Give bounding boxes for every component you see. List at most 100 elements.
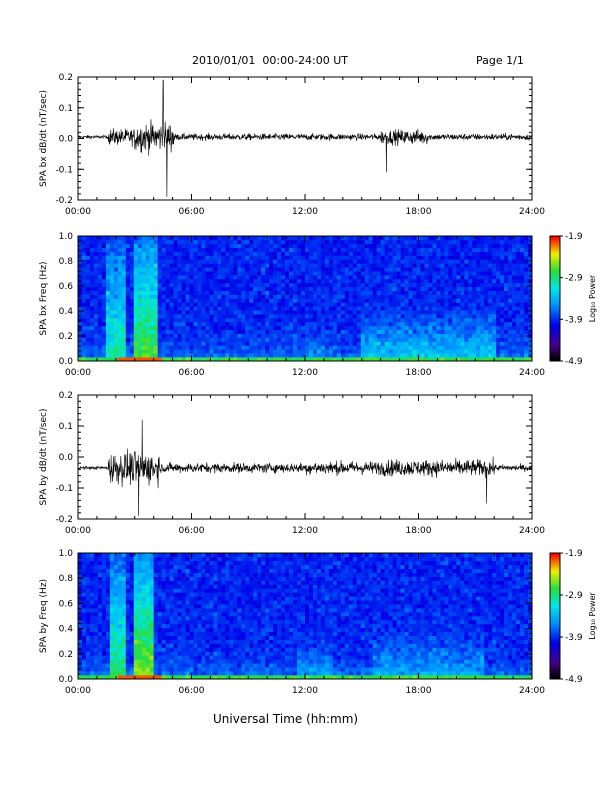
- spectrogram-cell: [237, 267, 242, 272]
- spectrogram-cell: [81, 556, 87, 562]
- spectrogram-cell: [396, 349, 401, 354]
- spectrogram-cell: [392, 310, 397, 315]
- spectrogram-cell: [145, 604, 150, 609]
- spectrogram-cell: [213, 251, 218, 256]
- spectrogram-cell: [93, 243, 99, 249]
- spectrogram-cell: [141, 325, 146, 331]
- spectrogram-cell: [185, 247, 190, 252]
- spectrogram-cell: [173, 259, 178, 264]
- spectrogram-cell: [165, 337, 170, 342]
- spectrogram-cell: [181, 647, 186, 652]
- spectrogram-cell: [121, 286, 127, 291]
- colorbar-segment: [550, 342, 560, 345]
- spectrogram-cell: [512, 236, 517, 241]
- spectrogram-cell: [237, 286, 242, 291]
- spectrogram-cell: [157, 623, 162, 629]
- spectrogram-cell: [504, 353, 509, 358]
- spectrogram-cell: [408, 239, 413, 245]
- spectrogram-cell: [233, 294, 238, 299]
- spectrogram-cell: [161, 329, 166, 334]
- spectrogram-cell: [145, 357, 150, 362]
- spectrogram-cell: [352, 251, 358, 256]
- spectrogram-cell: [360, 357, 366, 362]
- spectrogram-cell: [133, 294, 139, 299]
- colorbar-tick-label: -1.9: [565, 232, 583, 242]
- spectrogram-cell: [113, 337, 119, 342]
- colorbar-segment: [550, 340, 560, 343]
- spectrogram-cell: [117, 564, 123, 570]
- spectrogram-cell: [452, 286, 457, 291]
- colorbar-segment: [550, 325, 560, 329]
- spectrogram-cell: [193, 282, 198, 288]
- spectrogram-cell: [217, 275, 222, 280]
- spectrogram-cell: [153, 239, 158, 245]
- spectrogram-cell: [340, 267, 346, 272]
- spectrogram-cell: [197, 306, 202, 311]
- spectrogram-cell: [149, 675, 154, 680]
- spectrogram-cell: [153, 671, 158, 676]
- spectrogram-cell: [117, 243, 123, 249]
- spectrogram-cell: [97, 600, 103, 605]
- spectrogram-cell: [81, 608, 87, 613]
- spectrogram-cell: [149, 236, 154, 241]
- spectrogram-cell: [364, 306, 370, 311]
- spectrogram-cell: [109, 302, 115, 307]
- spectrogram-cell: [149, 631, 154, 636]
- spectrogram-cell: [261, 294, 266, 299]
- spectrogram-cell: [237, 345, 242, 350]
- spectrogram-cell: [213, 275, 218, 280]
- spectrogram-cell: [356, 271, 362, 276]
- spectrogram-cell: [133, 556, 139, 562]
- spectrogram-cell: [392, 251, 397, 256]
- spectrogram-cell: [181, 659, 186, 664]
- spectrogram-cell: [181, 251, 186, 256]
- spectrogram-cell: [217, 290, 222, 295]
- spectrogram-cell: [528, 337, 533, 342]
- spectrogram-cell: [205, 294, 210, 299]
- spectrogram-cell: [261, 243, 266, 249]
- spectrogram-cell: [233, 239, 238, 245]
- spectrogram-cell: [440, 259, 445, 264]
- spectrogram-cell: [368, 286, 373, 291]
- spectrogram-cell: [137, 278, 143, 284]
- spectrogram-cell: [109, 568, 115, 573]
- spectrogram-cell: [245, 278, 250, 284]
- spectrogram-cell: [312, 275, 318, 280]
- colorbar-tick-label: -3.9: [565, 315, 583, 325]
- spectrogram-cell: [504, 314, 509, 319]
- spectrogram-cell: [332, 243, 338, 249]
- spectrogram-cell: [229, 325, 234, 331]
- spectrogram-cell: [169, 596, 174, 601]
- spectrogram-cell: [197, 329, 202, 334]
- spectrogram-cell: [261, 267, 266, 272]
- spectrogram-cell: [372, 286, 377, 291]
- spectrogram-cell: [113, 282, 119, 288]
- spectrogram-cell: [93, 290, 99, 295]
- spectrogram-cell: [161, 568, 166, 573]
- spectrogram-cell: [265, 286, 270, 291]
- spectrogram-cell: [348, 302, 354, 307]
- spectrogram-cell: [388, 345, 393, 350]
- spectrogram-cell: [480, 337, 485, 342]
- spectrogram-cell: [504, 329, 509, 334]
- spectrogram-cell: [109, 643, 115, 648]
- spectrogram-cell: [137, 282, 143, 288]
- spectrogram-cell: [508, 255, 513, 260]
- spectrogram-cell: [137, 667, 143, 672]
- spectrogram-cell: [316, 275, 322, 280]
- spectrogram-cell: [113, 267, 119, 272]
- spectrogram-cell: [261, 247, 266, 252]
- spectrogram-cell: [141, 631, 146, 636]
- spectrogram-cell: [320, 345, 326, 350]
- spectrogram-cell: [516, 239, 521, 245]
- spectrogram-cell: [472, 318, 477, 323]
- spectrogram-cell: [189, 302, 194, 307]
- spectrogram-cell: [388, 236, 393, 241]
- spectrogram-cell: [93, 651, 99, 656]
- spectrogram-cell: [496, 314, 501, 319]
- spectrogram-cell: [336, 247, 342, 252]
- spectrogram-cell: [177, 588, 182, 593]
- spectrogram-cell: [320, 294, 326, 299]
- spectrogram-cell: [269, 275, 274, 280]
- spectrogram-cell: [404, 321, 409, 327]
